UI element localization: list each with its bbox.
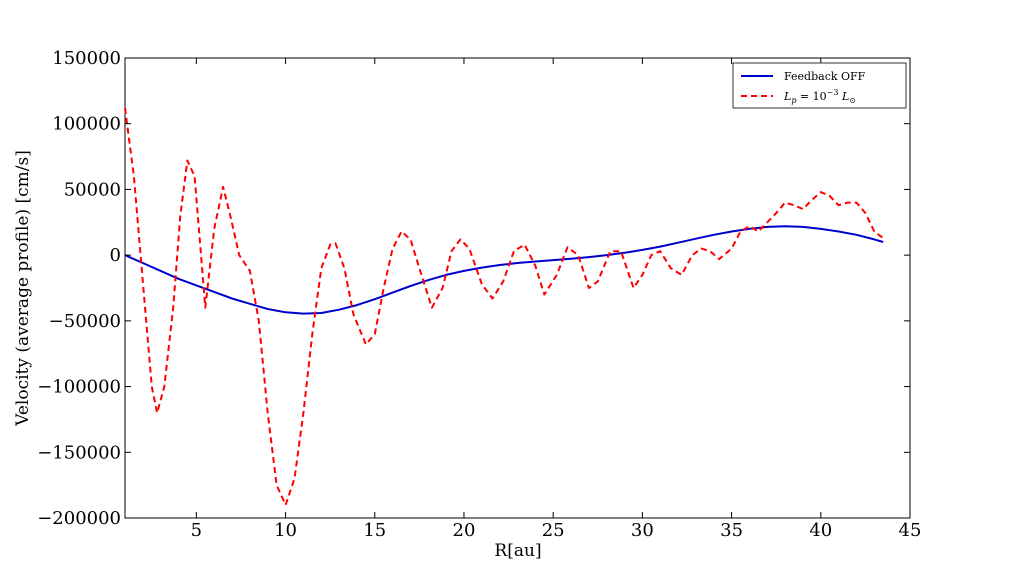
x-ticks: 5 10 15 20 25 30 35 40 45 — [191, 58, 922, 541]
y-tick-label: 150000 — [52, 48, 121, 69]
series-line-0 — [124, 225, 884, 315]
y-tick-label: −200000 — [37, 508, 121, 529]
legend-label-lp: Lp = 10−3 L⊙ — [783, 88, 856, 105]
x-axis-label: R[au] — [494, 541, 541, 561]
y-tick-label: 50000 — [64, 179, 121, 200]
y-tick-label: −50000 — [49, 311, 121, 332]
x-tick-label: 20 — [453, 520, 476, 541]
x-tick-label: 40 — [809, 520, 832, 541]
x-tick-label: 5 — [191, 520, 202, 541]
x-tick-label: 35 — [720, 520, 743, 541]
legend-box — [732, 62, 907, 109]
y-tick-label: −150000 — [37, 442, 121, 463]
x-tick-label: 45 — [899, 520, 922, 541]
x-tick-label: 10 — [274, 520, 297, 541]
legend: Feedback OFF Lp = 10−3 L⊙ — [732, 62, 907, 109]
x-tick-label: 25 — [542, 520, 565, 541]
legend-label-feedback-off: Feedback OFF — [784, 70, 866, 83]
series-line-1 — [124, 107, 884, 506]
y-ticks: −200000 −150000 −100000 −50000 0 50000 100000 1… — [37, 48, 910, 529]
series-layer — [124, 107, 884, 506]
plot-frame — [124, 57, 911, 519]
y-tick-label: 100000 — [52, 114, 121, 135]
x-tick-label: 30 — [631, 520, 654, 541]
y-tick-label: −100000 — [37, 377, 121, 398]
y-axis-label: Velocity (average profile) [cm/s] — [13, 150, 33, 427]
y-tick-label: 0 — [110, 245, 121, 266]
x-tick-label: 15 — [363, 520, 386, 541]
plot-area: 5 10 15 20 25 30 35 40 45 −200000−150000−100000−… — [37, 48, 921, 541]
